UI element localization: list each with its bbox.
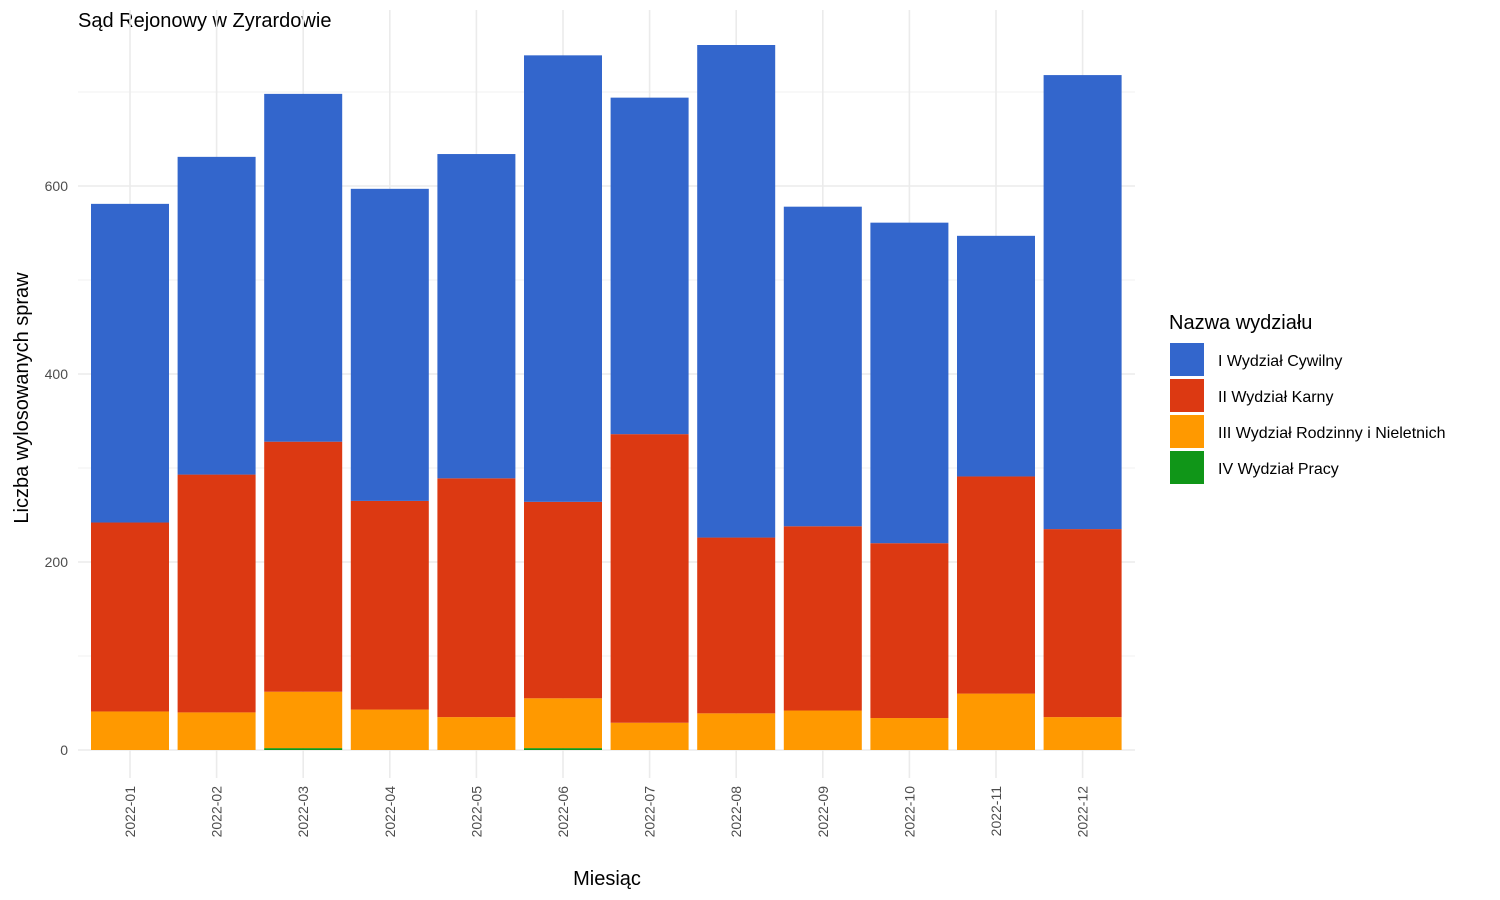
x-tick-label: 2022-09 xyxy=(815,786,831,838)
x-tick-label: 2022-06 xyxy=(555,786,571,838)
legend-label: I Wydział Cywilny xyxy=(1218,353,1342,370)
bar-segment xyxy=(524,748,602,750)
bar-segment xyxy=(1043,717,1122,750)
bar-segment xyxy=(697,45,776,538)
y-axis: 0 200 400 600 xyxy=(45,178,69,758)
bar-segment xyxy=(610,722,689,750)
legend-swatch xyxy=(1170,451,1204,484)
x-axis-title: Miesiąc xyxy=(573,868,641,890)
bar-segment xyxy=(350,188,429,501)
bar-segment xyxy=(783,710,862,750)
legend-swatch xyxy=(1170,343,1204,376)
bar-segment xyxy=(177,474,256,713)
bar-segment xyxy=(524,501,602,699)
bar-segment xyxy=(697,537,776,714)
x-axis: 2022-01 2022-02 2022-03 2022-04 2022-05 2022-… xyxy=(122,786,1091,838)
bar-segment xyxy=(870,718,949,750)
y-tick-label: 200 xyxy=(45,554,69,570)
bar-segment xyxy=(524,55,602,502)
y-tick-label: 600 xyxy=(45,178,69,194)
legend-label: IV Wydział Pracy xyxy=(1218,461,1339,478)
bar-segment xyxy=(697,713,776,750)
bar-segment xyxy=(783,206,862,527)
bar-segment xyxy=(350,709,429,750)
bar-segment xyxy=(957,693,1035,750)
x-tick-label: 2022-01 xyxy=(122,786,138,838)
x-tick-label: 2022-03 xyxy=(295,786,311,838)
bar-segment xyxy=(610,97,689,435)
legend-label: III Wydział Rodzinny i Nieletnich xyxy=(1218,425,1446,442)
bar-segment xyxy=(610,434,689,723)
bar-segment xyxy=(870,222,949,544)
x-tick-label: 2022-11 xyxy=(988,786,1004,837)
bar-segment xyxy=(437,717,516,750)
legend-title: Nazwa wydziału xyxy=(1169,312,1312,334)
y-tick-label: 400 xyxy=(45,366,69,382)
x-tick-label: 2022-07 xyxy=(642,786,658,838)
bar-segment xyxy=(177,156,256,475)
bar-segment xyxy=(91,203,169,523)
bar-segment xyxy=(350,500,429,710)
bar-segment xyxy=(91,711,169,750)
bar-segment xyxy=(1043,529,1122,718)
chart-title: Sąd Rejonowy w Zyrardowie xyxy=(78,10,331,32)
bars xyxy=(91,45,1122,750)
x-tick-label: 2022-10 xyxy=(901,786,917,838)
x-tick-label: 2022-12 xyxy=(1075,786,1091,838)
bar-segment xyxy=(264,691,343,749)
bar-segment xyxy=(957,476,1035,694)
bar-segment xyxy=(524,698,602,749)
bar-segment xyxy=(437,478,516,718)
legend-swatch xyxy=(1170,379,1204,412)
legend-label: II Wydział Karny xyxy=(1218,389,1333,406)
bar-segment xyxy=(783,526,862,711)
x-tick-label: 2022-04 xyxy=(382,786,398,838)
bar-segment xyxy=(264,748,343,750)
y-axis-title: Liczba wylosowanych spraw xyxy=(11,272,33,524)
bar-segment xyxy=(264,93,343,442)
bar-segment xyxy=(957,235,1035,477)
y-tick-label: 0 xyxy=(60,742,68,758)
legend: Nazwa wydziału I Wydział Cywilny II Wydzi… xyxy=(1169,312,1446,484)
x-tick-label: 2022-05 xyxy=(468,786,484,838)
bar-segment xyxy=(870,543,949,719)
bar-segment xyxy=(91,522,169,712)
bar-segment xyxy=(177,712,256,750)
bar-segment xyxy=(1043,75,1122,530)
x-tick-label: 2022-02 xyxy=(209,786,225,838)
bar-segment xyxy=(437,154,516,479)
legend-swatch xyxy=(1170,415,1204,448)
x-tick-label: 2022-08 xyxy=(728,786,744,838)
bar-segment xyxy=(264,441,343,692)
